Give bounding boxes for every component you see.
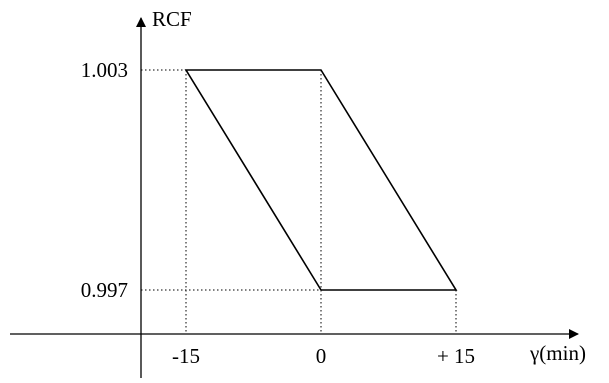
y-tick-label: 1.003 [81, 58, 128, 82]
x-tick-labels: -15 0 + 15 [172, 344, 475, 368]
x-tick-label: 0 [316, 344, 327, 368]
y-tick-label: 0.997 [81, 278, 128, 302]
rcf-parallelogram [184, 69, 458, 291]
x-axis-label: γ(min) [529, 341, 586, 365]
dotted-guides [141, 69, 457, 334]
x-tick-label: + 15 [437, 344, 475, 368]
x-tick-label: -15 [172, 344, 200, 368]
y-tick-labels: 1.003 0.997 [81, 58, 128, 302]
y-axis-label: RCF [152, 7, 192, 31]
